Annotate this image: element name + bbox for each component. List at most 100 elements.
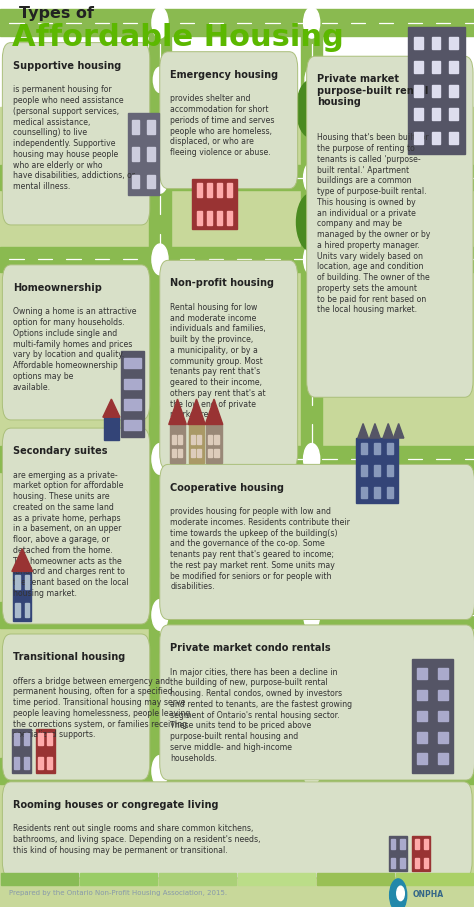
Polygon shape xyxy=(393,424,404,438)
Text: Types of: Types of xyxy=(19,6,94,22)
Bar xyxy=(414,61,423,73)
FancyBboxPatch shape xyxy=(2,428,150,624)
Bar xyxy=(132,120,139,133)
Bar xyxy=(191,449,195,457)
Bar xyxy=(387,487,393,498)
Bar xyxy=(309,247,314,272)
Bar xyxy=(207,210,212,225)
Bar xyxy=(412,659,453,773)
Bar xyxy=(391,839,395,849)
Bar xyxy=(400,839,404,849)
Circle shape xyxy=(152,244,168,275)
Bar xyxy=(432,84,440,97)
Bar xyxy=(16,575,20,590)
Bar xyxy=(214,435,219,444)
Bar xyxy=(189,424,204,463)
Bar xyxy=(361,487,367,498)
Text: Rooming houses or congregate living: Rooming houses or congregate living xyxy=(13,800,219,810)
Bar xyxy=(0,602,474,628)
Bar xyxy=(449,84,458,97)
Text: Cooperative housing: Cooperative housing xyxy=(170,483,284,493)
Polygon shape xyxy=(370,424,380,438)
Bar xyxy=(424,858,428,868)
Bar xyxy=(432,37,440,49)
Bar xyxy=(389,836,407,871)
Bar xyxy=(197,449,201,457)
Bar xyxy=(415,858,419,868)
Bar xyxy=(47,757,52,769)
Bar xyxy=(124,420,141,430)
Bar xyxy=(208,449,212,457)
Bar xyxy=(170,424,185,463)
Bar xyxy=(417,689,428,700)
Bar xyxy=(197,182,202,197)
Bar xyxy=(191,435,195,444)
FancyBboxPatch shape xyxy=(160,625,474,780)
Bar xyxy=(361,465,367,476)
Bar xyxy=(414,132,423,144)
Text: Transitional housing: Transitional housing xyxy=(13,652,125,662)
Text: Residents rent out single rooms and share common kitchens,
bathrooms, and living: Residents rent out single rooms and shar… xyxy=(13,824,260,855)
Bar xyxy=(0,107,474,907)
Bar xyxy=(414,84,423,97)
Polygon shape xyxy=(188,399,205,424)
Bar xyxy=(124,358,141,368)
Bar xyxy=(124,399,141,410)
FancyBboxPatch shape xyxy=(160,464,474,619)
Text: Rental housing for low
and moderate income
individuals and families,
built by th: Rental housing for low and moderate inco… xyxy=(170,303,266,419)
Text: are emerging as a private-
market option for affordable
housing. These units are: are emerging as a private- market option… xyxy=(13,471,128,598)
Bar xyxy=(217,182,222,197)
Polygon shape xyxy=(12,549,33,571)
Circle shape xyxy=(152,600,168,630)
Bar xyxy=(0,758,474,784)
Bar xyxy=(227,182,232,197)
Bar xyxy=(0,247,474,272)
Text: Affordable Housing: Affordable Housing xyxy=(12,23,344,52)
Bar xyxy=(0,446,474,472)
Bar xyxy=(14,733,19,745)
Bar xyxy=(25,603,29,618)
Bar xyxy=(38,757,43,769)
Bar xyxy=(128,113,159,195)
Bar xyxy=(1,873,78,885)
Bar xyxy=(438,668,448,679)
Bar xyxy=(309,133,314,159)
Circle shape xyxy=(305,758,319,784)
Text: Emergency housing: Emergency housing xyxy=(170,70,278,80)
Polygon shape xyxy=(383,424,393,438)
Circle shape xyxy=(154,247,167,272)
Bar xyxy=(38,733,43,745)
Bar xyxy=(147,175,155,189)
Circle shape xyxy=(152,444,168,474)
Bar xyxy=(356,438,398,503)
Bar xyxy=(387,465,393,476)
Bar xyxy=(238,873,315,885)
Text: Private market
purpose-built rental
housing: Private market purpose-built rental hous… xyxy=(317,74,428,107)
Bar xyxy=(432,109,440,121)
Bar xyxy=(387,444,393,454)
Text: Owning a home is an attractive
option for many households.
Options include singl: Owning a home is an attractive option fo… xyxy=(13,307,137,392)
Bar xyxy=(172,449,176,457)
Bar xyxy=(24,733,28,745)
Text: Private market condo rentals: Private market condo rentals xyxy=(170,643,331,653)
Bar xyxy=(414,37,423,49)
Polygon shape xyxy=(169,399,186,424)
Bar xyxy=(207,182,212,197)
Bar xyxy=(0,9,474,36)
Bar xyxy=(417,732,428,743)
Bar xyxy=(415,839,419,849)
Circle shape xyxy=(154,67,167,93)
Bar xyxy=(217,210,222,225)
Text: Non-profit housing: Non-profit housing xyxy=(170,278,274,288)
Bar xyxy=(317,873,394,885)
Circle shape xyxy=(303,162,319,193)
Text: provides housing for people with low and
moderate incomes. Residents contribute : provides housing for people with low and… xyxy=(170,507,350,591)
Text: ONPHA: ONPHA xyxy=(412,890,444,899)
Circle shape xyxy=(296,80,327,138)
Circle shape xyxy=(152,162,168,193)
Circle shape xyxy=(154,758,167,784)
FancyBboxPatch shape xyxy=(160,260,298,470)
Bar xyxy=(417,711,428,721)
Circle shape xyxy=(305,602,319,628)
Bar xyxy=(227,210,232,225)
